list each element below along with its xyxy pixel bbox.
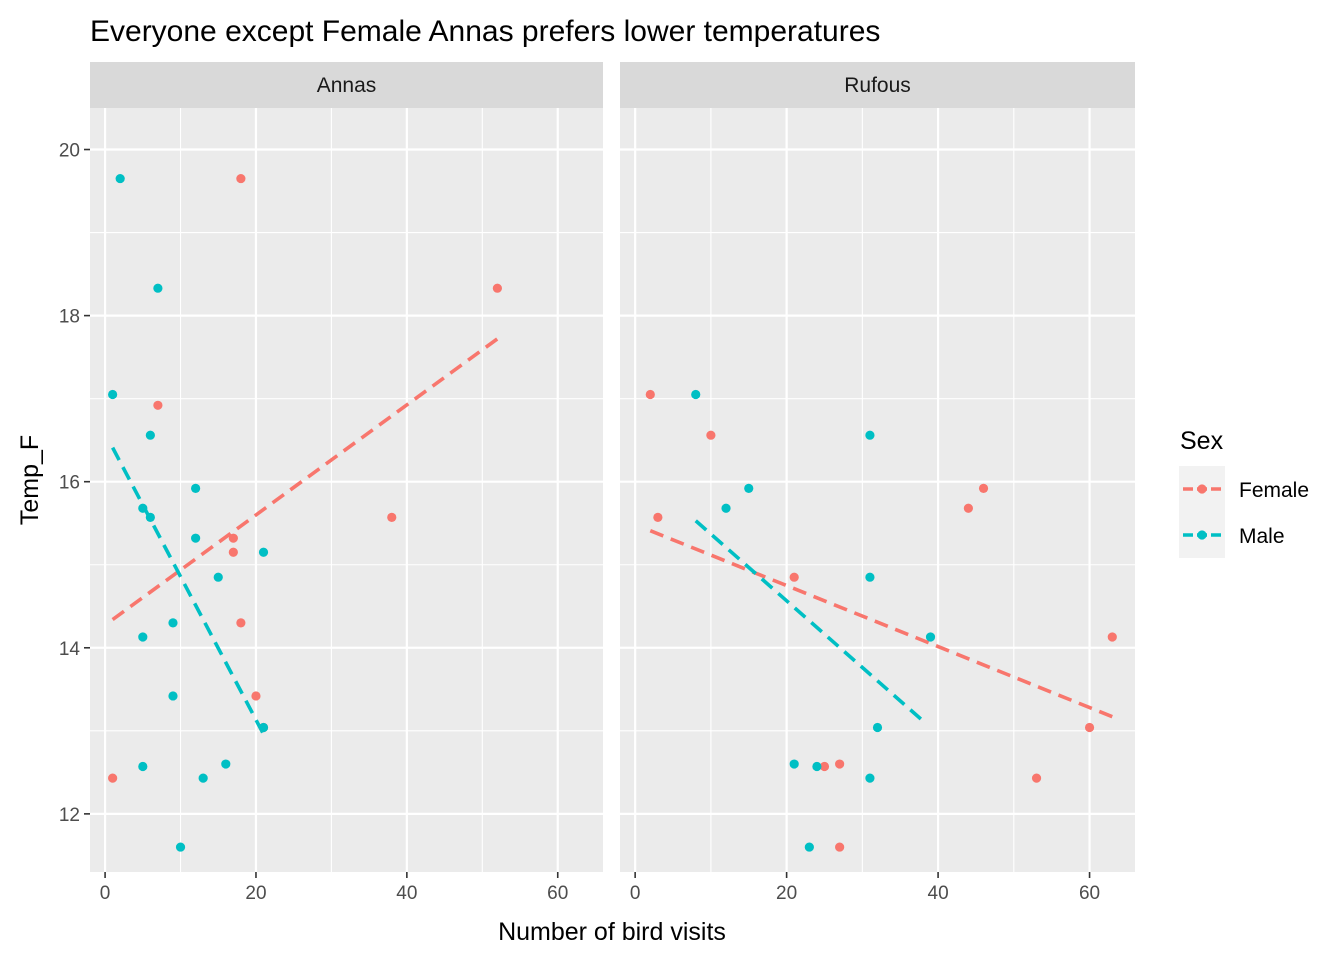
data-point-male bbox=[213, 572, 223, 582]
data-point-female bbox=[1084, 722, 1095, 733]
legend-key-point bbox=[1197, 530, 1207, 540]
data-point-female bbox=[236, 173, 246, 184]
data-point-female bbox=[153, 400, 163, 410]
x-tick-label: 20 bbox=[776, 883, 797, 904]
x-tick-label: 60 bbox=[1079, 883, 1100, 904]
data-point-male bbox=[191, 483, 201, 493]
data-point-female bbox=[789, 572, 799, 582]
data-point-male bbox=[721, 503, 731, 513]
data-point-female bbox=[387, 512, 397, 523]
data-point-male bbox=[865, 572, 875, 582]
data-point-female bbox=[228, 533, 238, 543]
data-point-female bbox=[1107, 632, 1117, 642]
y-tick-label: 20 bbox=[59, 141, 80, 162]
data-point-female bbox=[653, 512, 663, 523]
data-point-female bbox=[645, 389, 655, 400]
data-point-male bbox=[115, 173, 125, 184]
data-point-male bbox=[138, 761, 148, 772]
data-point-male bbox=[925, 632, 936, 642]
data-point-male bbox=[865, 773, 875, 783]
x-tick-label: 20 bbox=[245, 883, 266, 904]
x-tick-label: 0 bbox=[630, 883, 641, 904]
x-tick-label: 0 bbox=[100, 883, 111, 904]
x-axis-title: Number of bird visits bbox=[498, 918, 726, 946]
data-point-male bbox=[789, 759, 799, 769]
panel-background bbox=[90, 108, 603, 872]
data-point-male bbox=[198, 773, 208, 783]
data-point-male bbox=[108, 389, 118, 400]
chart-title: Everyone except Female Annas prefers low… bbox=[90, 15, 880, 48]
data-point-female bbox=[1031, 773, 1042, 783]
data-point-male bbox=[175, 842, 186, 852]
y-tick-label: 18 bbox=[59, 307, 80, 328]
data-point-male bbox=[744, 483, 754, 493]
legend-item-male: Male bbox=[1179, 512, 1285, 558]
data-point-male bbox=[168, 691, 178, 701]
y-tick-label: 12 bbox=[59, 805, 80, 826]
facet-strip-label: Rufous bbox=[844, 74, 911, 97]
data-point-male bbox=[145, 512, 155, 523]
legend-label: Female bbox=[1239, 479, 1309, 502]
data-point-male bbox=[138, 632, 148, 642]
facet-strip-label: Annas bbox=[317, 74, 377, 97]
trend-line-female bbox=[649, 529, 1113, 719]
data-point-male bbox=[191, 533, 201, 543]
facet-strip bbox=[90, 62, 603, 108]
legend-key-point bbox=[1197, 484, 1207, 494]
data-point-male bbox=[258, 547, 269, 557]
facet-panels: Annas 0 20 40 60 12 14 16 18 20 Rufous 0 20 40 60 bbox=[59, 62, 1135, 904]
data-point-female bbox=[835, 759, 845, 769]
data-point-male bbox=[138, 503, 148, 513]
data-point-female bbox=[236, 618, 246, 628]
data-point-male bbox=[168, 618, 178, 628]
data-point-female bbox=[492, 283, 502, 293]
data-point-male bbox=[812, 761, 822, 772]
data-point-male bbox=[872, 722, 883, 733]
data-point-male bbox=[221, 759, 231, 769]
legend-item-female: Female bbox=[1179, 466, 1309, 512]
data-point-female bbox=[251, 691, 261, 701]
data-point-female bbox=[963, 503, 973, 513]
facet-panel-rufous: Rufous 0 20 40 60 bbox=[620, 62, 1135, 904]
x-tick-label: 40 bbox=[928, 883, 949, 904]
legend: Sex Female Male bbox=[1179, 427, 1309, 558]
trend-line-male bbox=[694, 519, 925, 723]
y-tick-label: 16 bbox=[59, 473, 80, 494]
data-point-female bbox=[228, 547, 238, 557]
data-point-female bbox=[706, 430, 716, 440]
x-tick-label: 60 bbox=[547, 883, 568, 904]
y-tick-label: 14 bbox=[59, 639, 81, 660]
data-point-male bbox=[691, 389, 701, 400]
legend-title: Sex bbox=[1180, 427, 1224, 455]
data-point-male bbox=[153, 283, 163, 293]
facet-strip bbox=[620, 62, 1135, 108]
panel-background bbox=[620, 108, 1135, 872]
facet-panel-annas: Annas 0 20 40 60 12 14 16 18 20 bbox=[59, 62, 603, 904]
data-point-female bbox=[835, 842, 845, 852]
data-point-male bbox=[145, 430, 155, 440]
data-point-female bbox=[108, 773, 118, 783]
x-tick-label: 40 bbox=[396, 883, 417, 904]
trend-line-male bbox=[111, 446, 266, 735]
data-point-male bbox=[865, 430, 875, 440]
data-point-male bbox=[258, 722, 269, 733]
data-point-female bbox=[978, 483, 989, 493]
data-point-male bbox=[804, 842, 814, 852]
data-point-female bbox=[819, 761, 830, 772]
legend-label: Male bbox=[1239, 525, 1285, 548]
y-axis-title: Temp_F bbox=[16, 435, 44, 525]
